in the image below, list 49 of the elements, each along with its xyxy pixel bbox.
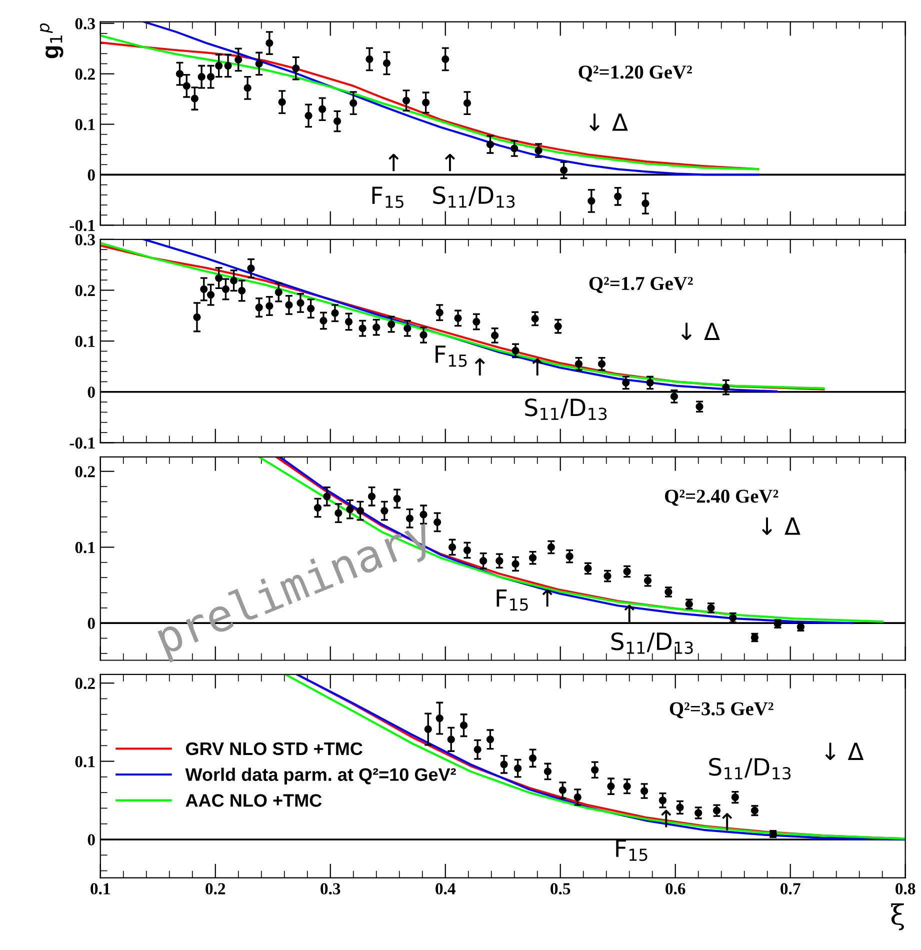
- y-tick-label: 0.3: [75, 234, 95, 246]
- y-axis-title: g$_{1}$$^{p}$: [40, 23, 64, 58]
- y-tick-label: 0.2: [75, 284, 95, 296]
- y-tick-label: 0.1: [75, 756, 95, 768]
- y-tick-label: 0.1: [75, 542, 95, 554]
- annotation: ↓ Δ: [825, 742, 864, 760]
- x-tick-label: 0.3: [320, 883, 340, 894]
- legend-label: GRV NLO STD +TMC: [186, 742, 362, 756]
- y-tick-label: -0.1: [70, 437, 95, 449]
- y-tick-label: 0.1: [75, 336, 95, 348]
- annotation: ↑: [624, 604, 634, 622]
- x-axis-title: ξ: [891, 903, 904, 930]
- annotation: S$_{11}$/D$_{13}$: [433, 186, 515, 208]
- annotation: ↑: [388, 154, 399, 172]
- x-tick-label: 0.2: [206, 883, 226, 894]
- annotation: S$_{11}$/D$_{13}$: [709, 758, 791, 780]
- annotation: ↓ Δ: [589, 114, 628, 131]
- legend-label: World data parm. at Q²=10 GeV²: [185, 768, 456, 785]
- annotation: Q²=1.20 GeV²: [578, 66, 692, 82]
- annotation: S$_{11}$/D$_{13}$: [611, 632, 693, 654]
- x-tick-label: 0.8: [896, 883, 916, 894]
- x-tick-label: 0.4: [436, 883, 456, 894]
- annotation: ↓ Δ: [681, 322, 720, 340]
- x-tick-label: 0.7: [780, 883, 800, 894]
- y-tick-label: 0.3: [75, 18, 95, 30]
- y-tick-label: 0: [88, 618, 95, 630]
- annotation: ↑: [722, 813, 732, 830]
- annotation: S$_{11}$/D$_{13}$: [525, 398, 607, 420]
- x-tick-label: 0.6: [666, 883, 686, 894]
- y-tick-label: 0.2: [75, 68, 95, 80]
- y-tick-label: -0.1: [70, 220, 95, 232]
- annotation: ↓ Δ: [762, 518, 800, 535]
- y-tick-label: 0.2: [75, 678, 95, 690]
- y-tick-label: 0: [88, 386, 95, 398]
- annotation: Q²=3.5 GeV²: [670, 702, 774, 718]
- y-tick-label: 0: [88, 169, 95, 181]
- annotation: F$_{15}$: [436, 346, 467, 367]
- legend-label: AAC NLO +TMC: [186, 794, 322, 807]
- annotation: Q²=2.40 GeV²: [665, 490, 778, 506]
- y-tick-label: 0.1: [75, 118, 95, 130]
- annotation: Q²=1.7 GeV²: [589, 276, 693, 293]
- annotation: ↑: [474, 358, 485, 376]
- annotation: F$_{15}$ ↑: [496, 589, 552, 611]
- annotation: F$_{15}$: [372, 186, 404, 208]
- annotation: ↑: [532, 358, 542, 376]
- annotation: ↑: [444, 154, 456, 172]
- y-tick-label: 0: [88, 834, 95, 846]
- x-tick-label: 0.5: [550, 883, 570, 894]
- y-tick-label: 0.2: [75, 466, 95, 478]
